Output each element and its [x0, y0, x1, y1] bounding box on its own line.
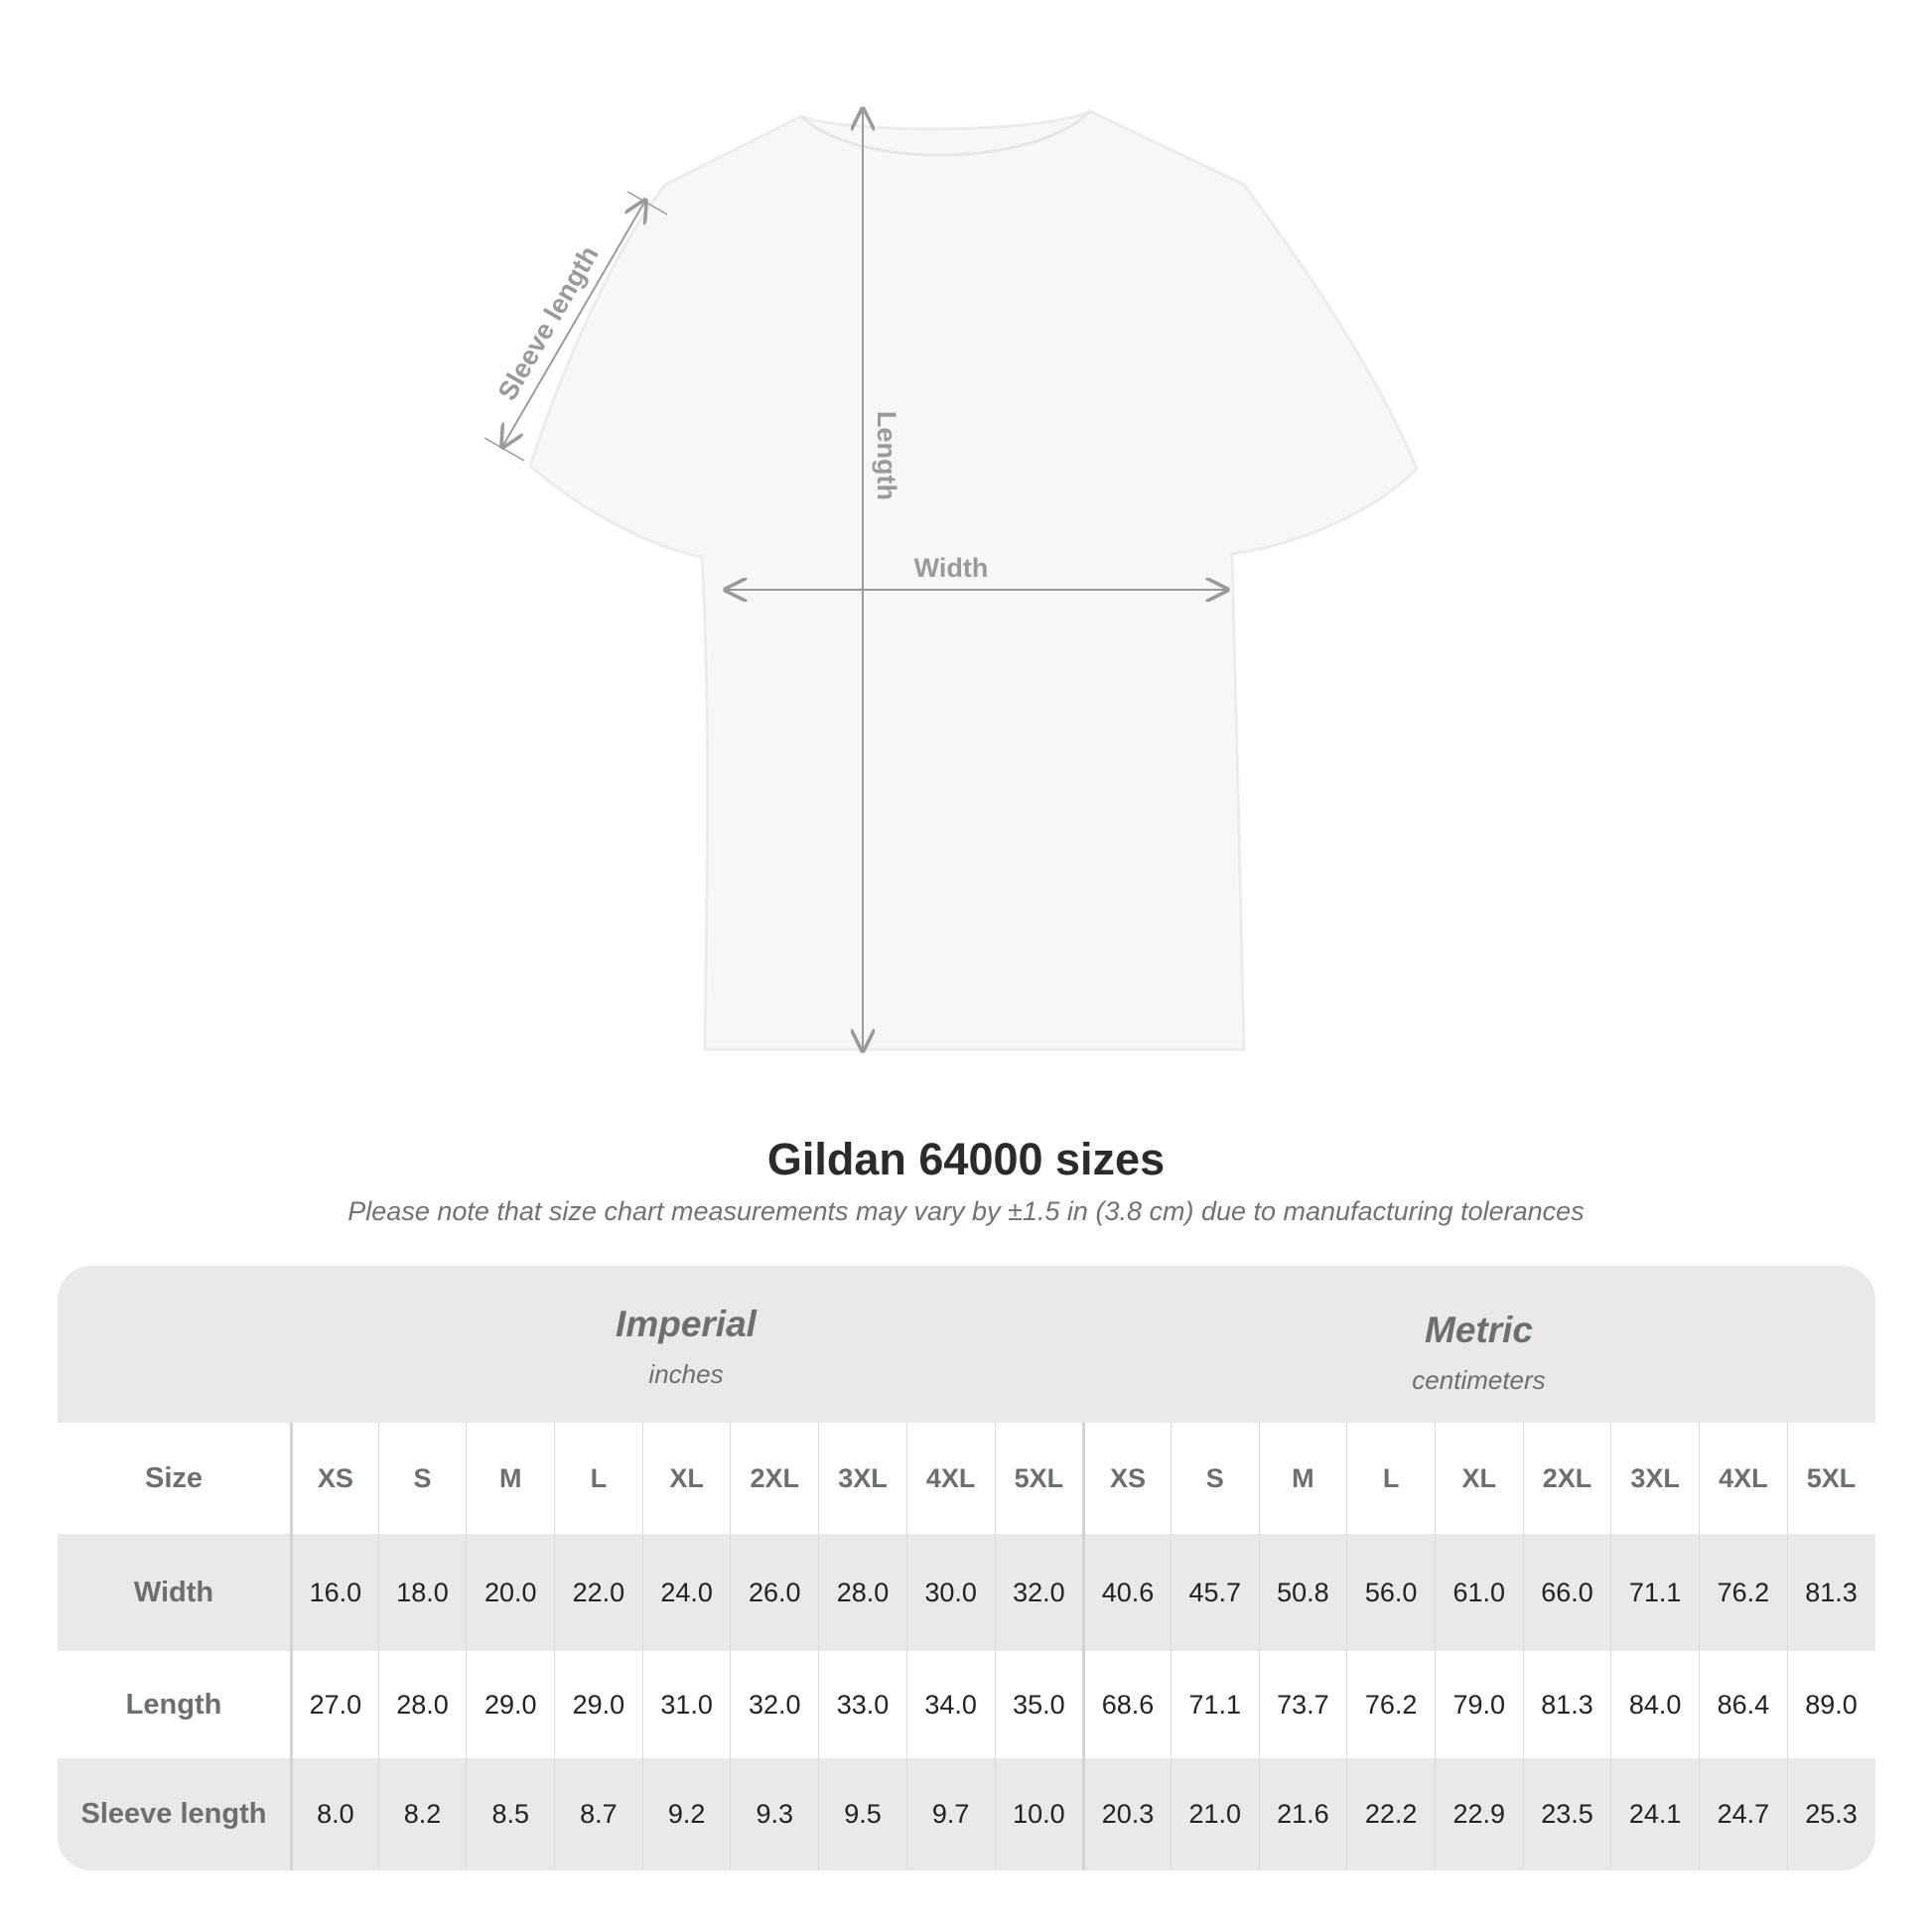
- metric-value: 81.3: [1522, 1651, 1611, 1758]
- metric-value: 25.3: [1786, 1758, 1875, 1870]
- imperial-value: 9.3: [730, 1758, 818, 1870]
- imperial-value: 34.0: [905, 1651, 995, 1758]
- length-label: Length: [872, 411, 901, 500]
- metric-value: 50.8: [1258, 1534, 1347, 1651]
- metric-value: 24.1: [1610, 1758, 1699, 1870]
- metric-value: 22.9: [1434, 1758, 1523, 1870]
- imperial-size-4XL: 4XL: [905, 1423, 995, 1534]
- metric-value: 56.0: [1346, 1534, 1435, 1651]
- imperial-value: 20.0: [466, 1534, 554, 1651]
- imperial-unit: inches: [648, 1359, 724, 1389]
- imperial-value: 30.0: [905, 1534, 995, 1651]
- metric-value: 79.0: [1434, 1651, 1523, 1758]
- imperial-value: 9.7: [905, 1758, 995, 1870]
- imperial-value: 28.0: [377, 1651, 467, 1758]
- table-row: Width 16.0 18.0 20.0 22.0 24.0 26.0 28.0 30.0 32.…: [58, 1534, 1875, 1651]
- metric-value: 21.0: [1170, 1758, 1259, 1870]
- metric-value: 73.7: [1258, 1651, 1347, 1758]
- imperial-value: 35.0: [994, 1651, 1083, 1758]
- imperial-value: 22.0: [554, 1534, 642, 1651]
- width-label: Width: [914, 553, 989, 583]
- imperial-value: 32.0: [994, 1534, 1083, 1651]
- table-row: Length 27.0 28.0 29.0 29.0 31.0 32.0 33.0 34.0 35…: [58, 1651, 1875, 1758]
- imperial-size-L: L: [554, 1423, 642, 1534]
- size-table: Imperial inches Metric centimeters Size X…: [58, 1266, 1875, 1870]
- metric-size-S: S: [1170, 1423, 1259, 1534]
- metric-size-M: M: [1258, 1423, 1347, 1534]
- metric-value: 45.7: [1170, 1534, 1259, 1651]
- imperial-value: 28.0: [818, 1534, 906, 1651]
- metric-size-3XL: 3XL: [1610, 1423, 1699, 1534]
- imperial-size-5XL: 5XL: [994, 1423, 1083, 1534]
- metric-value: 76.2: [1699, 1534, 1787, 1651]
- metric-value: 81.3: [1786, 1534, 1875, 1651]
- metric-value: 23.5: [1522, 1758, 1611, 1870]
- metric-value: 84.0: [1610, 1651, 1699, 1758]
- metric-value: 71.1: [1170, 1651, 1259, 1758]
- row-label: Length: [125, 1688, 222, 1721]
- row-label: Width: [133, 1576, 214, 1608]
- row-label: Sleeve length: [80, 1798, 267, 1830]
- metric-value: 89.0: [1786, 1651, 1875, 1758]
- metric-unit: centimeters: [1412, 1365, 1546, 1395]
- imperial-size-S: S: [377, 1423, 467, 1534]
- imperial-value: 27.0: [290, 1651, 378, 1758]
- imperial-header: Imperial inches: [290, 1304, 1082, 1390]
- metric-size-4XL: 4XL: [1699, 1423, 1787, 1534]
- imperial-size-XL: XL: [641, 1423, 731, 1534]
- metric-value: 86.4: [1699, 1651, 1787, 1758]
- imperial-value: 33.0: [818, 1651, 906, 1758]
- imperial-size-3XL: 3XL: [818, 1423, 906, 1534]
- imperial-value: 24.0: [641, 1534, 731, 1651]
- unit-header: Imperial inches Metric centimeters: [58, 1266, 1875, 1423]
- imperial-value: 29.0: [554, 1651, 642, 1758]
- sleeve-arrow: [502, 201, 645, 447]
- page-title: Gildan 64000 sizes: [766, 1134, 1166, 1184]
- metric-size-XS: XS: [1082, 1423, 1171, 1534]
- metric-size-XL: XL: [1434, 1423, 1523, 1534]
- metric-value: 76.2: [1346, 1651, 1435, 1758]
- imperial-value: 9.5: [818, 1758, 906, 1870]
- metric-size-2XL: 2XL: [1522, 1423, 1611, 1534]
- metric-value: 20.3: [1082, 1758, 1171, 1870]
- tshirt-measurement-diagram: Width Length Sleeve length: [483, 0, 1419, 1092]
- imperial-value: 8.0: [290, 1758, 378, 1870]
- imperial-value: 8.7: [554, 1758, 642, 1870]
- metric-header: Metric centimeters: [1082, 1310, 1875, 1396]
- metric-value: 24.7: [1699, 1758, 1787, 1870]
- imperial-value: 9.2: [641, 1758, 731, 1870]
- size-row: Size XS S M L XL 2XL 3XL 4XL 5XL XS S M L XL 2XL 3XL 4XL 5…: [58, 1423, 1875, 1534]
- collar: [799, 109, 1092, 157]
- imperial-size-XS: XS: [290, 1423, 378, 1534]
- imperial-value: 8.2: [377, 1758, 467, 1870]
- imperial-size-2XL: 2XL: [730, 1423, 818, 1534]
- metric-size-5XL: 5XL: [1786, 1423, 1875, 1534]
- metric-size-L: L: [1346, 1423, 1435, 1534]
- imperial-value: 29.0: [466, 1651, 554, 1758]
- imperial-size-M: M: [466, 1423, 554, 1534]
- imperial-title: Imperial: [616, 1304, 757, 1344]
- metric-value: 21.6: [1258, 1758, 1347, 1870]
- metric-title: Metric: [1425, 1310, 1533, 1350]
- metric-value: 61.0: [1434, 1534, 1523, 1651]
- metric-value: 68.6: [1082, 1651, 1171, 1758]
- imperial-value: 31.0: [641, 1651, 731, 1758]
- tolerance-note: Please note that size chart measurements…: [347, 1196, 1585, 1226]
- imperial-value: 26.0: [730, 1534, 818, 1651]
- imperial-value: 18.0: [377, 1534, 467, 1651]
- metric-value: 66.0: [1522, 1534, 1611, 1651]
- metric-value: 71.1: [1610, 1534, 1699, 1651]
- imperial-value: 16.0: [290, 1534, 378, 1651]
- metric-value: 22.2: [1346, 1758, 1435, 1870]
- imperial-value: 32.0: [730, 1651, 818, 1758]
- imperial-value: 8.5: [466, 1758, 554, 1870]
- size-header-label: Size: [144, 1461, 204, 1494]
- imperial-value: 10.0: [994, 1758, 1083, 1870]
- metric-value: 40.6: [1082, 1534, 1171, 1651]
- table-row: Sleeve length 8.0 8.2 8.5 8.7 9.2 9.3 9.5 9.7 10.…: [58, 1758, 1875, 1870]
